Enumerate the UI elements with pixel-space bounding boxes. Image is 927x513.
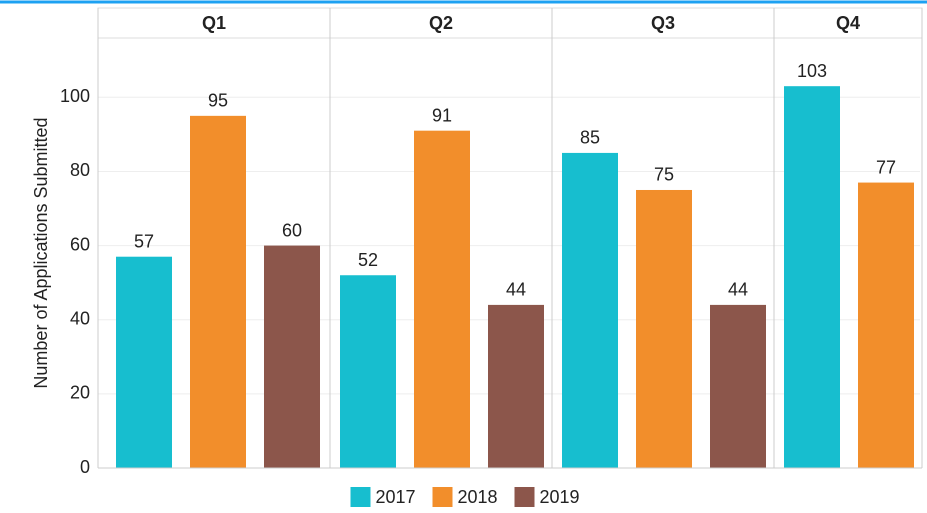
data-label: 44 xyxy=(506,280,526,300)
data-label: 85 xyxy=(580,128,600,148)
legend-swatch xyxy=(350,487,371,507)
bar xyxy=(414,130,470,468)
y-axis-label: Number of Applications Submitted xyxy=(31,117,51,388)
facet-label: Q2 xyxy=(429,13,453,33)
legend-swatch xyxy=(514,487,535,507)
y-tick-label: 80 xyxy=(70,160,90,180)
data-label: 75 xyxy=(654,165,674,185)
bar xyxy=(562,152,618,468)
bar xyxy=(858,182,914,468)
data-label: 91 xyxy=(432,105,452,125)
legend-swatch xyxy=(432,487,453,507)
bar xyxy=(264,245,320,468)
legend-label: 2019 xyxy=(540,487,580,507)
data-label: 52 xyxy=(358,250,378,270)
facet-header xyxy=(329,7,553,39)
data-label: 44 xyxy=(728,280,748,300)
data-label: 57 xyxy=(134,231,154,251)
facet-label: Q3 xyxy=(651,13,675,33)
bar xyxy=(488,304,544,468)
bar xyxy=(784,86,840,469)
bar xyxy=(190,115,246,469)
y-tick-label: 100 xyxy=(60,86,90,106)
bar xyxy=(116,256,172,468)
bar xyxy=(710,304,766,468)
data-label: 95 xyxy=(208,91,228,111)
y-tick-label: 60 xyxy=(70,234,90,254)
data-label: 60 xyxy=(282,220,302,240)
data-label: 103 xyxy=(797,61,827,81)
bar xyxy=(636,189,692,468)
y-tick-label: 0 xyxy=(80,457,90,477)
facet-header xyxy=(551,7,775,39)
facet-label: Q4 xyxy=(836,13,860,33)
y-tick-label: 40 xyxy=(70,308,90,328)
bar xyxy=(340,275,396,468)
data-label: 77 xyxy=(876,157,896,177)
legend-label: 2018 xyxy=(458,487,498,507)
legend-label: 2017 xyxy=(376,487,416,507)
y-tick-label: 20 xyxy=(70,383,90,403)
facet-label: Q1 xyxy=(202,13,226,33)
